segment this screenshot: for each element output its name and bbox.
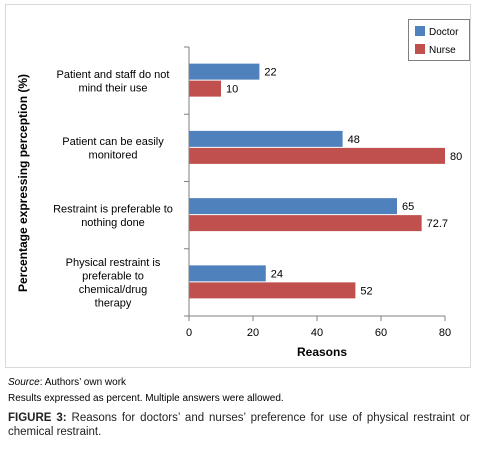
figure-label: FIGURE 3: <box>8 412 67 424</box>
source-text: : Authors’ own work <box>39 377 127 388</box>
bar-doctor-1 <box>189 130 343 147</box>
chart-frame: 22 10 48 80 65 72.7 24 52 Patient and staff do … <box>5 4 471 368</box>
data-label-nurse-3: 52 <box>360 285 372 297</box>
x-axis-title: Reasons <box>297 345 347 359</box>
x-tick-label-60: 60 <box>375 327 387 339</box>
legend-label-nurse: Nurse <box>429 45 456 56</box>
value-labels-group: 22 10 48 80 65 72.7 24 52 <box>226 67 462 298</box>
legend-item-doctor: Doctor <box>415 26 458 39</box>
bar-nurse-3 <box>189 282 356 299</box>
category-labels-group: Patient and staff do not mind their use Pa… <box>53 69 173 310</box>
source-prefix: Source <box>8 377 40 388</box>
data-label-doctor-2: 65 <box>402 201 414 213</box>
legend-label-doctor: Doctor <box>429 27 459 38</box>
bar-nurse-1 <box>189 147 445 164</box>
data-label-nurse-2: 72.7 <box>427 218 448 230</box>
x-tick-label-20: 20 <box>247 327 259 339</box>
legend: Doctor Nurse <box>408 19 470 61</box>
data-label-nurse-0: 10 <box>226 84 238 96</box>
figure-caption-text: Reasons for doctors’ and nurses’ prefere… <box>8 412 470 438</box>
bar-nurse-0 <box>189 80 221 97</box>
category-label-1: Patient can be easily monitored <box>62 136 164 162</box>
data-label-doctor-1: 48 <box>348 134 360 146</box>
data-label-nurse-1: 80 <box>450 151 462 163</box>
x-tick-label-40: 40 <box>311 327 323 339</box>
legend-item-nurse: Nurse <box>415 44 456 57</box>
data-label-doctor-0: 22 <box>264 67 276 79</box>
bar-doctor-2 <box>189 198 397 215</box>
y-axis-title: Percentage expressing perception (%) <box>16 74 30 292</box>
figure-caption: FIGURE 3: Reasons for doctors’ and nurse… <box>8 411 470 439</box>
legend-swatch-nurse <box>415 44 425 54</box>
data-label-doctor-3: 24 <box>271 268 283 280</box>
bar-nurse-2 <box>189 215 422 232</box>
bar-doctor-0 <box>189 63 260 80</box>
category-label-0: Patient and staff do not mind their use <box>57 69 170 95</box>
category-label-2: Restraint is preferable to nothing done <box>53 203 173 229</box>
results-note: Results expressed as percent. Multiple a… <box>8 393 284 404</box>
bar-chart: 22 10 48 80 65 72.7 24 52 Patient and staff do … <box>16 46 462 359</box>
bars-group <box>189 63 445 299</box>
axes-group: 0 20 40 60 80 <box>184 46 451 339</box>
source-line: Source: Authors’ own work <box>8 376 126 389</box>
x-tick-label-80: 80 <box>439 327 451 339</box>
legend-swatch-doctor <box>415 26 425 36</box>
bar-doctor-3 <box>189 265 266 282</box>
x-tick-label-0: 0 <box>186 327 192 339</box>
category-label-3: Physical restraint is preferable to chemic… <box>66 257 161 310</box>
